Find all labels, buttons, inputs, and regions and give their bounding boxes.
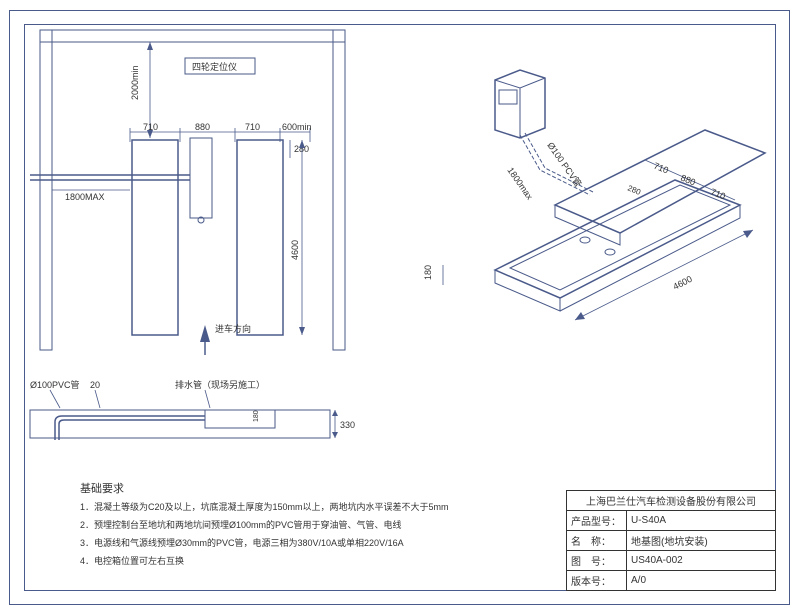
- d20-label: 20: [90, 380, 100, 390]
- iso-4600: 4600: [671, 274, 693, 292]
- notes-title: 基础要求: [80, 480, 560, 496]
- iso-710a: 710: [652, 161, 670, 176]
- iso-180: 180: [423, 265, 433, 280]
- tb-r2k: 图 号：: [567, 551, 627, 571]
- dim-2000: 2000min: [130, 65, 140, 100]
- iso-pcv: Ø100 PCV管: [545, 140, 584, 189]
- iso-view: Ø100 PCV管 1800max 710 880 710 280 180 46…: [395, 60, 770, 440]
- dim-600: 600min: [282, 122, 312, 132]
- direction-label: 进车方向: [215, 323, 251, 334]
- dim-1800: 1800MAX: [65, 192, 105, 202]
- tb-r0k: 产品型号：: [567, 511, 627, 531]
- tb-r2v: US40A-002: [627, 551, 776, 571]
- tb-r1v: 地基图(地坑安装): [627, 531, 776, 551]
- tb-r1k: 名 称：: [567, 531, 627, 551]
- notes-block: 基础要求 1．混凝土等级为C20及以上，坑底混凝土厚度为150mm以上，两地坑内…: [80, 480, 560, 552]
- drain-label: 排水管（现场另施工）: [175, 379, 265, 390]
- pvc-label: Ø100PVC管: [30, 379, 80, 390]
- dim-330: 330: [340, 420, 355, 430]
- notes-line2: 2．预埋控制台至地坑和两地坑间预埋Ø100mm的PVC管用于穿油管、气管、电线: [80, 518, 560, 532]
- dim-880: 880: [195, 122, 210, 132]
- dim-710a: 710: [143, 122, 158, 132]
- tb-r3k: 版本号：: [567, 571, 627, 591]
- title-block: 上海巴兰仕汽车检测设备股份有限公司 产品型号：U-S40A 名 称：地基图(地坑…: [566, 490, 776, 591]
- dim-710b: 710: [245, 122, 260, 132]
- plan-view: 四轮定位仪 2000min 710 880 710 600min 280 180…: [30, 30, 390, 365]
- tb-r3v: A/0: [627, 571, 776, 591]
- notes-line4: 4．电控箱位置可左右互换: [80, 554, 560, 568]
- tb-r0v: U-S40A: [627, 511, 776, 531]
- section-view: Ø100PVC管 20 排水管（现场另施工） 180 330: [30, 380, 370, 450]
- notes-line1: 1．混凝土等级为C20及以上，坑底混凝土厚度为150mm以上，两地坑内水平误差不…: [80, 500, 560, 514]
- iso-1800: 1800max: [505, 165, 535, 201]
- plan-top-label: 四轮定位仪: [192, 61, 237, 72]
- dim-s180: 180: [253, 410, 260, 422]
- tb-company: 上海巴兰仕汽车检测设备股份有限公司: [567, 491, 776, 511]
- iso-280: 280: [626, 184, 642, 198]
- dim-4600: 4600: [290, 240, 300, 260]
- notes-line3: 3．电源线和气源线预埋Ø30mm的PVC管，电源三相为380V/10A或单相22…: [80, 536, 560, 550]
